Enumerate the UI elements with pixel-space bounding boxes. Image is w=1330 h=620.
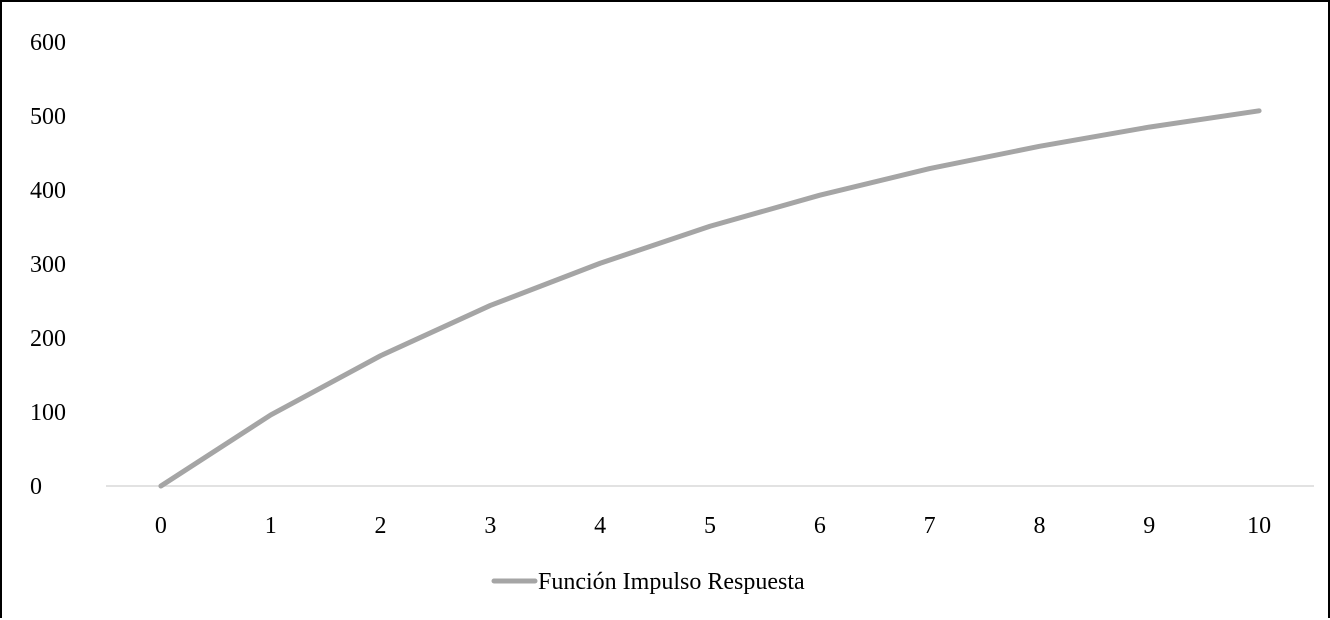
x-tick-label: 6 [814, 513, 826, 539]
x-tick-label: 0 [155, 513, 167, 539]
x-tick-label: 9 [1143, 513, 1155, 539]
y-tick-label: 600 [30, 30, 66, 56]
x-tick-label: 8 [1033, 513, 1045, 539]
x-tick-label: 2 [375, 513, 387, 539]
x-tick-label: 7 [924, 513, 936, 539]
x-tick-label: 10 [1247, 513, 1271, 539]
x-tick-label: 4 [594, 513, 606, 539]
y-tick-label: 100 [30, 400, 66, 426]
x-tick-label: 1 [265, 513, 277, 539]
series-group [158, 108, 1262, 489]
y-tick-label: 400 [30, 178, 66, 204]
x-axis-ticks: 0 1 2 3 4 5 6 7 8 9 10 [155, 513, 1271, 539]
y-tick-label: 200 [30, 326, 66, 352]
x-tick-label: 3 [484, 513, 496, 539]
y-tick-label: 0 [30, 474, 42, 500]
y-tick-label: 300 [30, 252, 66, 278]
legend-label: Función Impulso Respuesta [538, 569, 805, 595]
y-axis-ticks: 0 100 200 300 400 500 600 [30, 30, 66, 500]
legend: Función Impulso Respuesta [491, 569, 805, 595]
y-tick-label: 500 [30, 104, 66, 130]
x-tick-label: 5 [704, 513, 716, 539]
series-line [158, 108, 1262, 489]
